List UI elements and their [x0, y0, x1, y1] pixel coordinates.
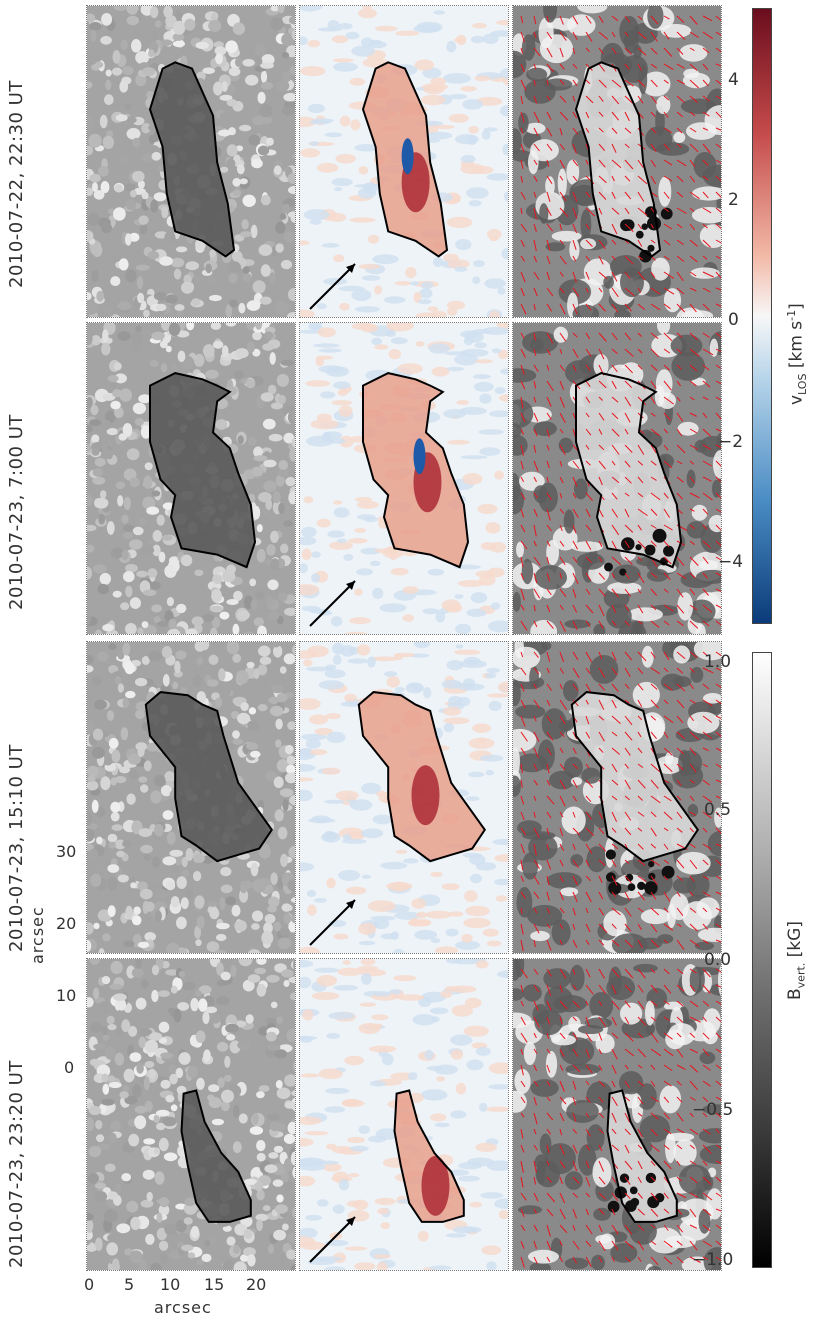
x-tick-label-0: 0: [84, 1275, 95, 1294]
colorbar-vlos-tick-m4: −4: [718, 552, 744, 572]
sunspot-contour: [180, 1089, 252, 1223]
row-label-4: 2010-07-23, 23:20 UT: [6, 1060, 27, 1268]
panel-r4-bfield: [512, 958, 722, 1271]
y-tick-label-20: 20: [56, 914, 77, 933]
colorbar-bvert-tick-m05: −0.5: [692, 1100, 734, 1120]
y-tick-label-10: 10: [56, 986, 77, 1005]
y-tick-label-30: 30: [56, 842, 77, 861]
colorbar-vlos: [752, 8, 772, 624]
panel-r2-intensity: [86, 322, 296, 635]
x-tick-label-15: 15: [204, 1275, 225, 1294]
panel-r4-doppler: [299, 958, 509, 1271]
sunspot-contour: [357, 691, 487, 863]
colorbar-bvert-title: Bvert. [kG]: [785, 921, 808, 1000]
row-label-2: 2010-07-23, 7:00 UT: [6, 414, 27, 610]
colorbar-bvert: [752, 652, 772, 1268]
panel-r1-intensity: [86, 5, 296, 318]
y-tick-label-0: 0: [64, 1058, 75, 1077]
colorbar-bvert-tick-05: 0.5: [704, 800, 732, 820]
sunspot-contour: [148, 61, 236, 258]
panel-r1-bfield: [512, 5, 722, 318]
sunspot-contour: [362, 372, 470, 569]
panel-r2-bfield: [512, 322, 722, 635]
panel-r1-doppler: [299, 5, 509, 318]
x-tick-label-20: 20: [246, 1275, 267, 1294]
sunspot-contour: [574, 61, 662, 258]
x-tick-label-5: 5: [124, 1275, 135, 1294]
panel-r3-bfield: [512, 641, 722, 954]
colorbar-bvert-tick-1: 1.0: [704, 652, 732, 672]
panel-r3-intensity: [86, 641, 296, 954]
colorbar-bvert-tick-0: 0.0: [704, 950, 732, 970]
sunspot-contour: [570, 691, 700, 863]
colorbar-vlos-tick-4: 4: [728, 70, 739, 90]
sunspot-contour: [144, 691, 274, 863]
panel-r4-intensity: [86, 958, 296, 1271]
sunspot-contour: [575, 372, 683, 569]
colorbar-vlos-tick-m2: −2: [718, 432, 744, 452]
x-tick-label-10: 10: [160, 1275, 181, 1294]
sunspot-contour: [606, 1089, 678, 1223]
panel-r2-doppler: [299, 322, 509, 635]
row-label-1: 2010-07-22, 22:30 UT: [6, 80, 27, 288]
row-label-3: 2010-07-23, 15:10 UT: [6, 744, 27, 952]
y-axis-title: arcsec: [28, 906, 47, 964]
colorbar-bvert-tick-m1: −1.0: [692, 1250, 734, 1270]
colorbar-vlos-title: vLOS [km s-1]: [785, 303, 810, 405]
sunspot-contour: [393, 1089, 465, 1223]
panel-r3-doppler: [299, 641, 509, 954]
sunspot-contour: [361, 61, 449, 258]
colorbar-vlos-tick-2: 2: [728, 190, 739, 210]
x-axis-title: arcsec: [154, 1298, 212, 1317]
colorbar-vlos-tick-0: 0: [728, 310, 739, 330]
sunspot-contour: [149, 372, 257, 569]
